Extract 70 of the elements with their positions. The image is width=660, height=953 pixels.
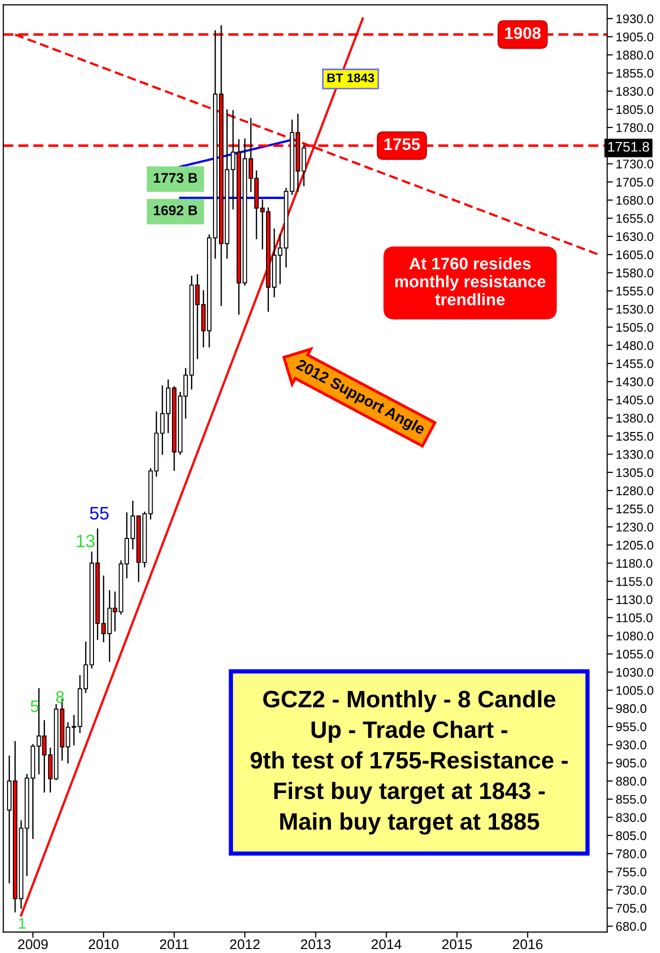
y-tick-label: 930.0 bbox=[616, 740, 646, 750]
ref-line-label: 1755 bbox=[384, 138, 420, 150]
y-tick-label: 1530.0 bbox=[616, 304, 654, 314]
y-tick-label: 1005.0 bbox=[616, 686, 654, 695]
y-tick-label: 1505.0 bbox=[616, 322, 654, 332]
annotation: 8 bbox=[56, 691, 64, 703]
y-tick-label: 1930.0 bbox=[616, 14, 654, 24]
y-tick-label: 1605.0 bbox=[616, 250, 654, 260]
y-tick-label: 1905.0 bbox=[616, 32, 654, 42]
y-tick-label: 1155.0 bbox=[616, 577, 652, 586]
annotation: 1692 B bbox=[154, 205, 198, 216]
y-tick-label: 1230.0 bbox=[616, 522, 654, 532]
x-tick-label: 2015 bbox=[442, 939, 472, 950]
y-tick-label: 1705.0 bbox=[616, 178, 654, 187]
y-tick-label: 1780.0 bbox=[616, 123, 654, 132]
y-tick-label: 755.0 bbox=[616, 868, 646, 876]
y-tick-label: 1305.0 bbox=[616, 468, 654, 478]
y-tick-label: 855.0 bbox=[616, 794, 646, 804]
y-tick-label: 1730.0 bbox=[616, 160, 654, 168]
x-tick-label: 2012 bbox=[230, 939, 260, 950]
text: GCZ2 - Monthly - 8 Candle Up - Trade Chart - 9th test of 1755-Resistance - First buy target at 1843 - Main buy target at 1885 bbox=[250, 690, 568, 835]
y-tick-label: 805.0 bbox=[616, 831, 646, 840]
annotation: 13 bbox=[76, 534, 95, 548]
text: 1751.8 bbox=[608, 142, 650, 152]
y-tick-label: 980.0 bbox=[616, 704, 646, 714]
y-tick-label: 955.0 bbox=[616, 722, 646, 732]
y-tick-label: 780.0 bbox=[616, 849, 646, 858]
y-tick-label: 1280.0 bbox=[616, 486, 654, 496]
y-tick-label: 1805.0 bbox=[616, 105, 654, 114]
y-tick-label: 1405.0 bbox=[616, 396, 654, 404]
y-tick-label: 1630.0 bbox=[616, 232, 654, 242]
y-tick-label: 1830.0 bbox=[616, 86, 654, 96]
annotation: At 1760 resides monthly resistance trendline bbox=[395, 257, 546, 306]
y-tick-label: 1030.0 bbox=[616, 668, 654, 677]
y-tick-label: 1880.0 bbox=[616, 50, 654, 60]
y-tick-label: 1105.0 bbox=[616, 613, 652, 622]
y-tick-label: 1355.0 bbox=[616, 432, 654, 441]
ref-line-label: 1908 bbox=[505, 27, 541, 40]
y-tick-label: 1330.0 bbox=[616, 450, 654, 459]
annotation: BT 1843 bbox=[327, 73, 374, 82]
x-tick-label: 2013 bbox=[300, 939, 331, 950]
y-tick-label: 1380.0 bbox=[616, 414, 654, 423]
x-tick-label: 2011 bbox=[160, 939, 188, 950]
y-tick-label: 1180.0 bbox=[616, 558, 652, 568]
y-tick-label: 1580.0 bbox=[616, 268, 654, 278]
y-tick-label: 705.0 bbox=[616, 904, 646, 913]
annotation: 55 bbox=[90, 507, 109, 520]
y-tick-label: 1680.0 bbox=[616, 196, 654, 205]
y-tick-label: 905.0 bbox=[616, 758, 646, 768]
y-tick-label: 1205.0 bbox=[616, 540, 654, 550]
y-tick-label: 680.0 bbox=[616, 922, 646, 931]
x-tick-label: 2010 bbox=[88, 939, 118, 950]
x-tick-label: 2014 bbox=[372, 939, 402, 950]
y-tick-label: 1480.0 bbox=[616, 341, 654, 350]
y-tick-label: 1555.0 bbox=[616, 286, 654, 296]
x-tick-label: 2009 bbox=[18, 939, 48, 950]
annotation: 1773 B bbox=[154, 172, 198, 183]
y-tick-label: 1855.0 bbox=[616, 68, 654, 78]
y-tick-label: 1055.0 bbox=[616, 650, 654, 659]
y-tick-label: 1430.0 bbox=[616, 377, 654, 386]
y-tick-label: 1455.0 bbox=[616, 359, 654, 368]
y-tick-label: 1655.0 bbox=[616, 214, 654, 223]
x-tick-label: 2016 bbox=[512, 939, 542, 950]
y-tick-label: 880.0 bbox=[616, 776, 646, 786]
y-tick-label: 1080.0 bbox=[616, 632, 654, 640]
y-tick-label: 730.0 bbox=[616, 886, 646, 895]
y-tick-label: 1130.0 bbox=[616, 595, 652, 604]
y-tick-label: 830.0 bbox=[616, 813, 646, 822]
y-tick-label: 1255.0 bbox=[616, 504, 654, 514]
annotation: 1 bbox=[18, 918, 26, 929]
